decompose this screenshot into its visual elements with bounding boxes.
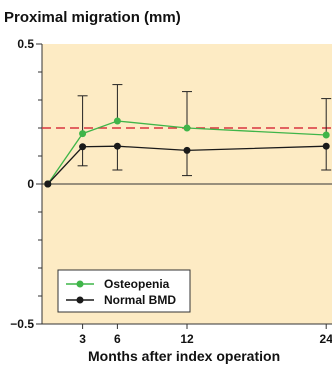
x-tick-label: 24	[320, 332, 332, 346]
legend-label-normal-bmd: Normal BMD	[104, 293, 176, 307]
data-point-osteopenia	[113, 117, 121, 125]
y-tick-label: 0.5	[17, 37, 34, 51]
data-point-normal-bmd	[113, 142, 121, 150]
axes: 0.5 0 −0.5 3 6 12 24	[10, 37, 332, 346]
x-tick-label: 12	[180, 332, 194, 346]
legend: Osteopenia Normal BMD	[57, 269, 191, 313]
data-point-osteopenia	[79, 130, 87, 138]
data-point-osteopenia	[322, 131, 330, 139]
data-point-osteopenia	[183, 124, 191, 132]
y-tick-label: 0	[27, 177, 34, 191]
data-point-normal-bmd	[79, 143, 87, 151]
origin-point	[44, 180, 52, 188]
data-point-normal-bmd	[322, 142, 330, 150]
data-point-normal-bmd	[183, 146, 191, 154]
legend-marker-osteopenia	[76, 280, 84, 288]
legend-label-osteopenia: Osteopenia	[104, 277, 170, 291]
y-tick-label: −0.5	[10, 317, 34, 331]
legend-marker-normal-bmd	[76, 296, 84, 304]
x-tick-label: 3	[79, 332, 86, 346]
x-tick-label: 6	[114, 332, 121, 346]
legend-box	[57, 269, 191, 313]
chart-title: Proximal migration (mm)	[4, 9, 181, 26]
x-axis-label: Months after index operation	[88, 348, 280, 364]
series-layer	[44, 84, 332, 188]
